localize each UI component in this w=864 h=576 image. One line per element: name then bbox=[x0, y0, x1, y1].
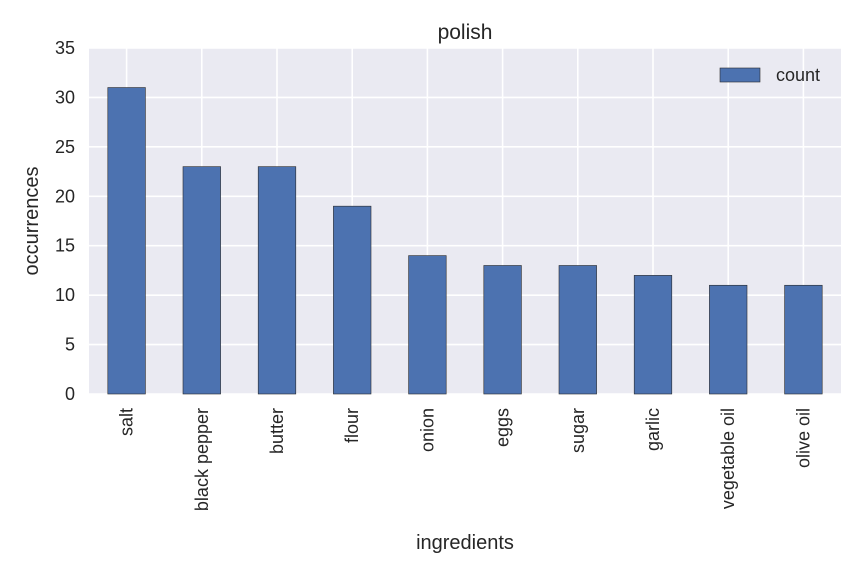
bar-vegetable-oil bbox=[709, 284, 748, 395]
bar-salt bbox=[107, 87, 146, 395]
x-tick-label: vegetable oil bbox=[718, 408, 738, 509]
legend: count bbox=[719, 65, 820, 85]
legend-swatch bbox=[719, 67, 761, 83]
x-tick-label: eggs bbox=[493, 408, 513, 447]
x-tick-label: olive oil bbox=[793, 408, 813, 468]
y-tick-label: 30 bbox=[55, 87, 75, 107]
y-tick-label: 0 bbox=[65, 384, 75, 404]
y-tick-label: 20 bbox=[55, 186, 75, 206]
y-tick-label: 15 bbox=[55, 236, 75, 256]
y-axis-label: occurrences bbox=[21, 167, 43, 276]
legend-label: count bbox=[776, 65, 820, 85]
bar-onion bbox=[408, 255, 447, 395]
bar-garlic bbox=[633, 275, 673, 395]
x-tick-label: flour bbox=[342, 408, 362, 443]
bars bbox=[107, 87, 823, 395]
bar-black-pepper bbox=[182, 166, 221, 395]
x-axis-label: ingredients bbox=[416, 532, 514, 554]
y-tick-labels: 0 5 10 15 20 25 30 35 bbox=[55, 38, 75, 404]
bar-butter bbox=[257, 166, 297, 395]
chart-title: polish bbox=[438, 21, 493, 44]
bar-olive-oil bbox=[784, 284, 823, 395]
y-tick-label: 10 bbox=[55, 285, 75, 305]
bar-sugar bbox=[558, 265, 597, 395]
y-tick-label: 25 bbox=[55, 137, 75, 157]
x-tick-label: butter bbox=[267, 408, 287, 454]
y-tick-label: 5 bbox=[65, 335, 75, 355]
x-tick-label: onion bbox=[417, 408, 437, 452]
x-tick-labels: salt black pepper butter flour onion eggs suga… bbox=[117, 408, 814, 511]
bar-eggs bbox=[483, 265, 522, 395]
bar-flour bbox=[333, 205, 372, 395]
y-tick-label: 35 bbox=[55, 38, 75, 58]
x-tick-label: sugar bbox=[568, 408, 588, 453]
x-tick-label: black pepper bbox=[192, 408, 212, 511]
x-tick-label: garlic bbox=[643, 408, 663, 451]
x-tick-label: salt bbox=[117, 408, 137, 436]
